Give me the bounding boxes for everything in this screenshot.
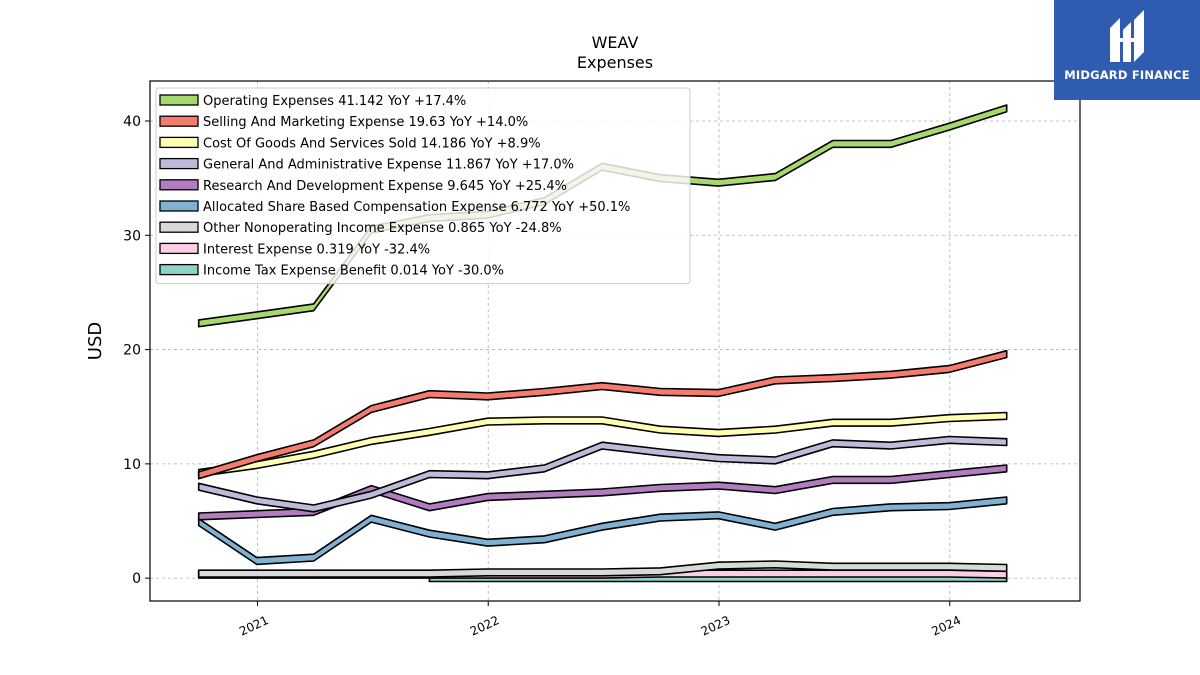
legend-entry: General And Administrative Expense 11.86… <box>203 158 574 173</box>
legend-swatch <box>159 263 199 276</box>
brand-logo: MIDGARD FINANCE <box>1054 0 1200 100</box>
chart-subtitle: Expenses <box>577 53 653 72</box>
series-research-and-development-expense <box>197 464 1008 521</box>
legend-entry: Operating Expenses 41.142 YoY +17.4% <box>203 94 466 109</box>
x-tick-label: 2022 <box>468 613 502 639</box>
legend: Operating Expenses 41.142 YoY +17.4% Sell… <box>155 87 691 285</box>
legend-swatch <box>159 136 199 149</box>
legend-swatch <box>159 157 199 170</box>
legend-entry: Interest Expense 0.319 YoY -32.4% <box>203 242 430 257</box>
series-allocated-share-based-compensation-expense <box>197 496 1008 566</box>
legend-swatch <box>159 200 199 212</box>
brand-name: MIDGARD FINANCE <box>1064 68 1190 82</box>
y-tick-label: 30 <box>123 228 141 244</box>
series-group <box>197 104 1008 583</box>
brand-logo-icon <box>1110 10 1144 62</box>
x-tick-label: 2024 <box>929 613 963 639</box>
y-tick-label: 40 <box>123 114 141 130</box>
series-other-nonoperating-income-expense <box>197 560 1008 578</box>
series-selling-and-marketing-expense <box>197 349 1008 480</box>
y-tick-label: 10 <box>123 457 141 473</box>
series-general-and-administrative-expense <box>197 435 1008 513</box>
legend-swatch <box>159 94 199 106</box>
x-tick-label: 2023 <box>699 613 733 639</box>
x-tick-label: 2021 <box>237 613 271 639</box>
legend-box <box>155 87 691 285</box>
plot-frame <box>149 80 1081 602</box>
legend-entry: Allocated Share Based Compensation Expen… <box>203 200 630 215</box>
legend-swatch <box>159 242 199 255</box>
legend-swatch <box>159 221 199 233</box>
legend-entry: Selling And Marketing Expense 19.63 YoY … <box>203 115 528 130</box>
y-tick-label: 20 <box>123 343 141 359</box>
legend-swatch <box>159 115 199 127</box>
y-tick-label: 0 <box>132 571 141 587</box>
chart-title: WEAV <box>592 33 639 52</box>
series-cost-of-goods-and-services-sold <box>197 411 1008 478</box>
legend-swatch <box>159 179 199 191</box>
legend-entry: Income Tax Expense Benefit 0.014 YoY -30… <box>203 264 504 279</box>
y-axis-label: USD <box>85 322 106 360</box>
legend-entry: Research And Development Expense 9.645 Y… <box>203 179 567 194</box>
legend-entry: Other Nonoperating Income Expense 0.865 … <box>203 221 562 236</box>
legend-entry: Cost Of Goods And Services Sold 14.186 Y… <box>203 136 541 151</box>
